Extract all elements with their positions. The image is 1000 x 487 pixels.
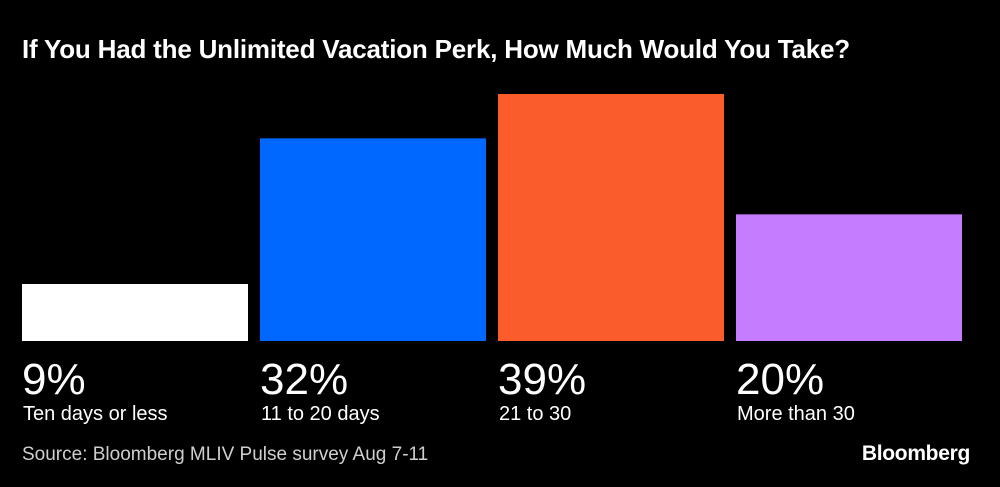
chart-title: If You Had the Unlimited Vacation Perk, … [22,34,850,64]
bar-value-label: 20% [736,355,825,404]
bar-category-label: Ten days or less [23,403,168,425]
bar-value-label: 32% [260,355,349,404]
bloomberg-logo: Bloomberg [861,442,970,465]
bar-value-label: 9% [22,355,86,404]
bar-4 [736,214,962,341]
bar-category-label: More than 30 [737,403,855,425]
bar-category-label: 11 to 20 days [261,403,380,425]
bar-2 [260,138,486,341]
bar-1 [22,284,248,341]
bar-value-label: 39% [498,355,587,404]
bar-3 [498,94,724,341]
source-note: Source: Bloomberg MLIV Pulse survey Aug … [22,444,429,465]
bar-category-label: 21 to 30 [499,403,572,425]
